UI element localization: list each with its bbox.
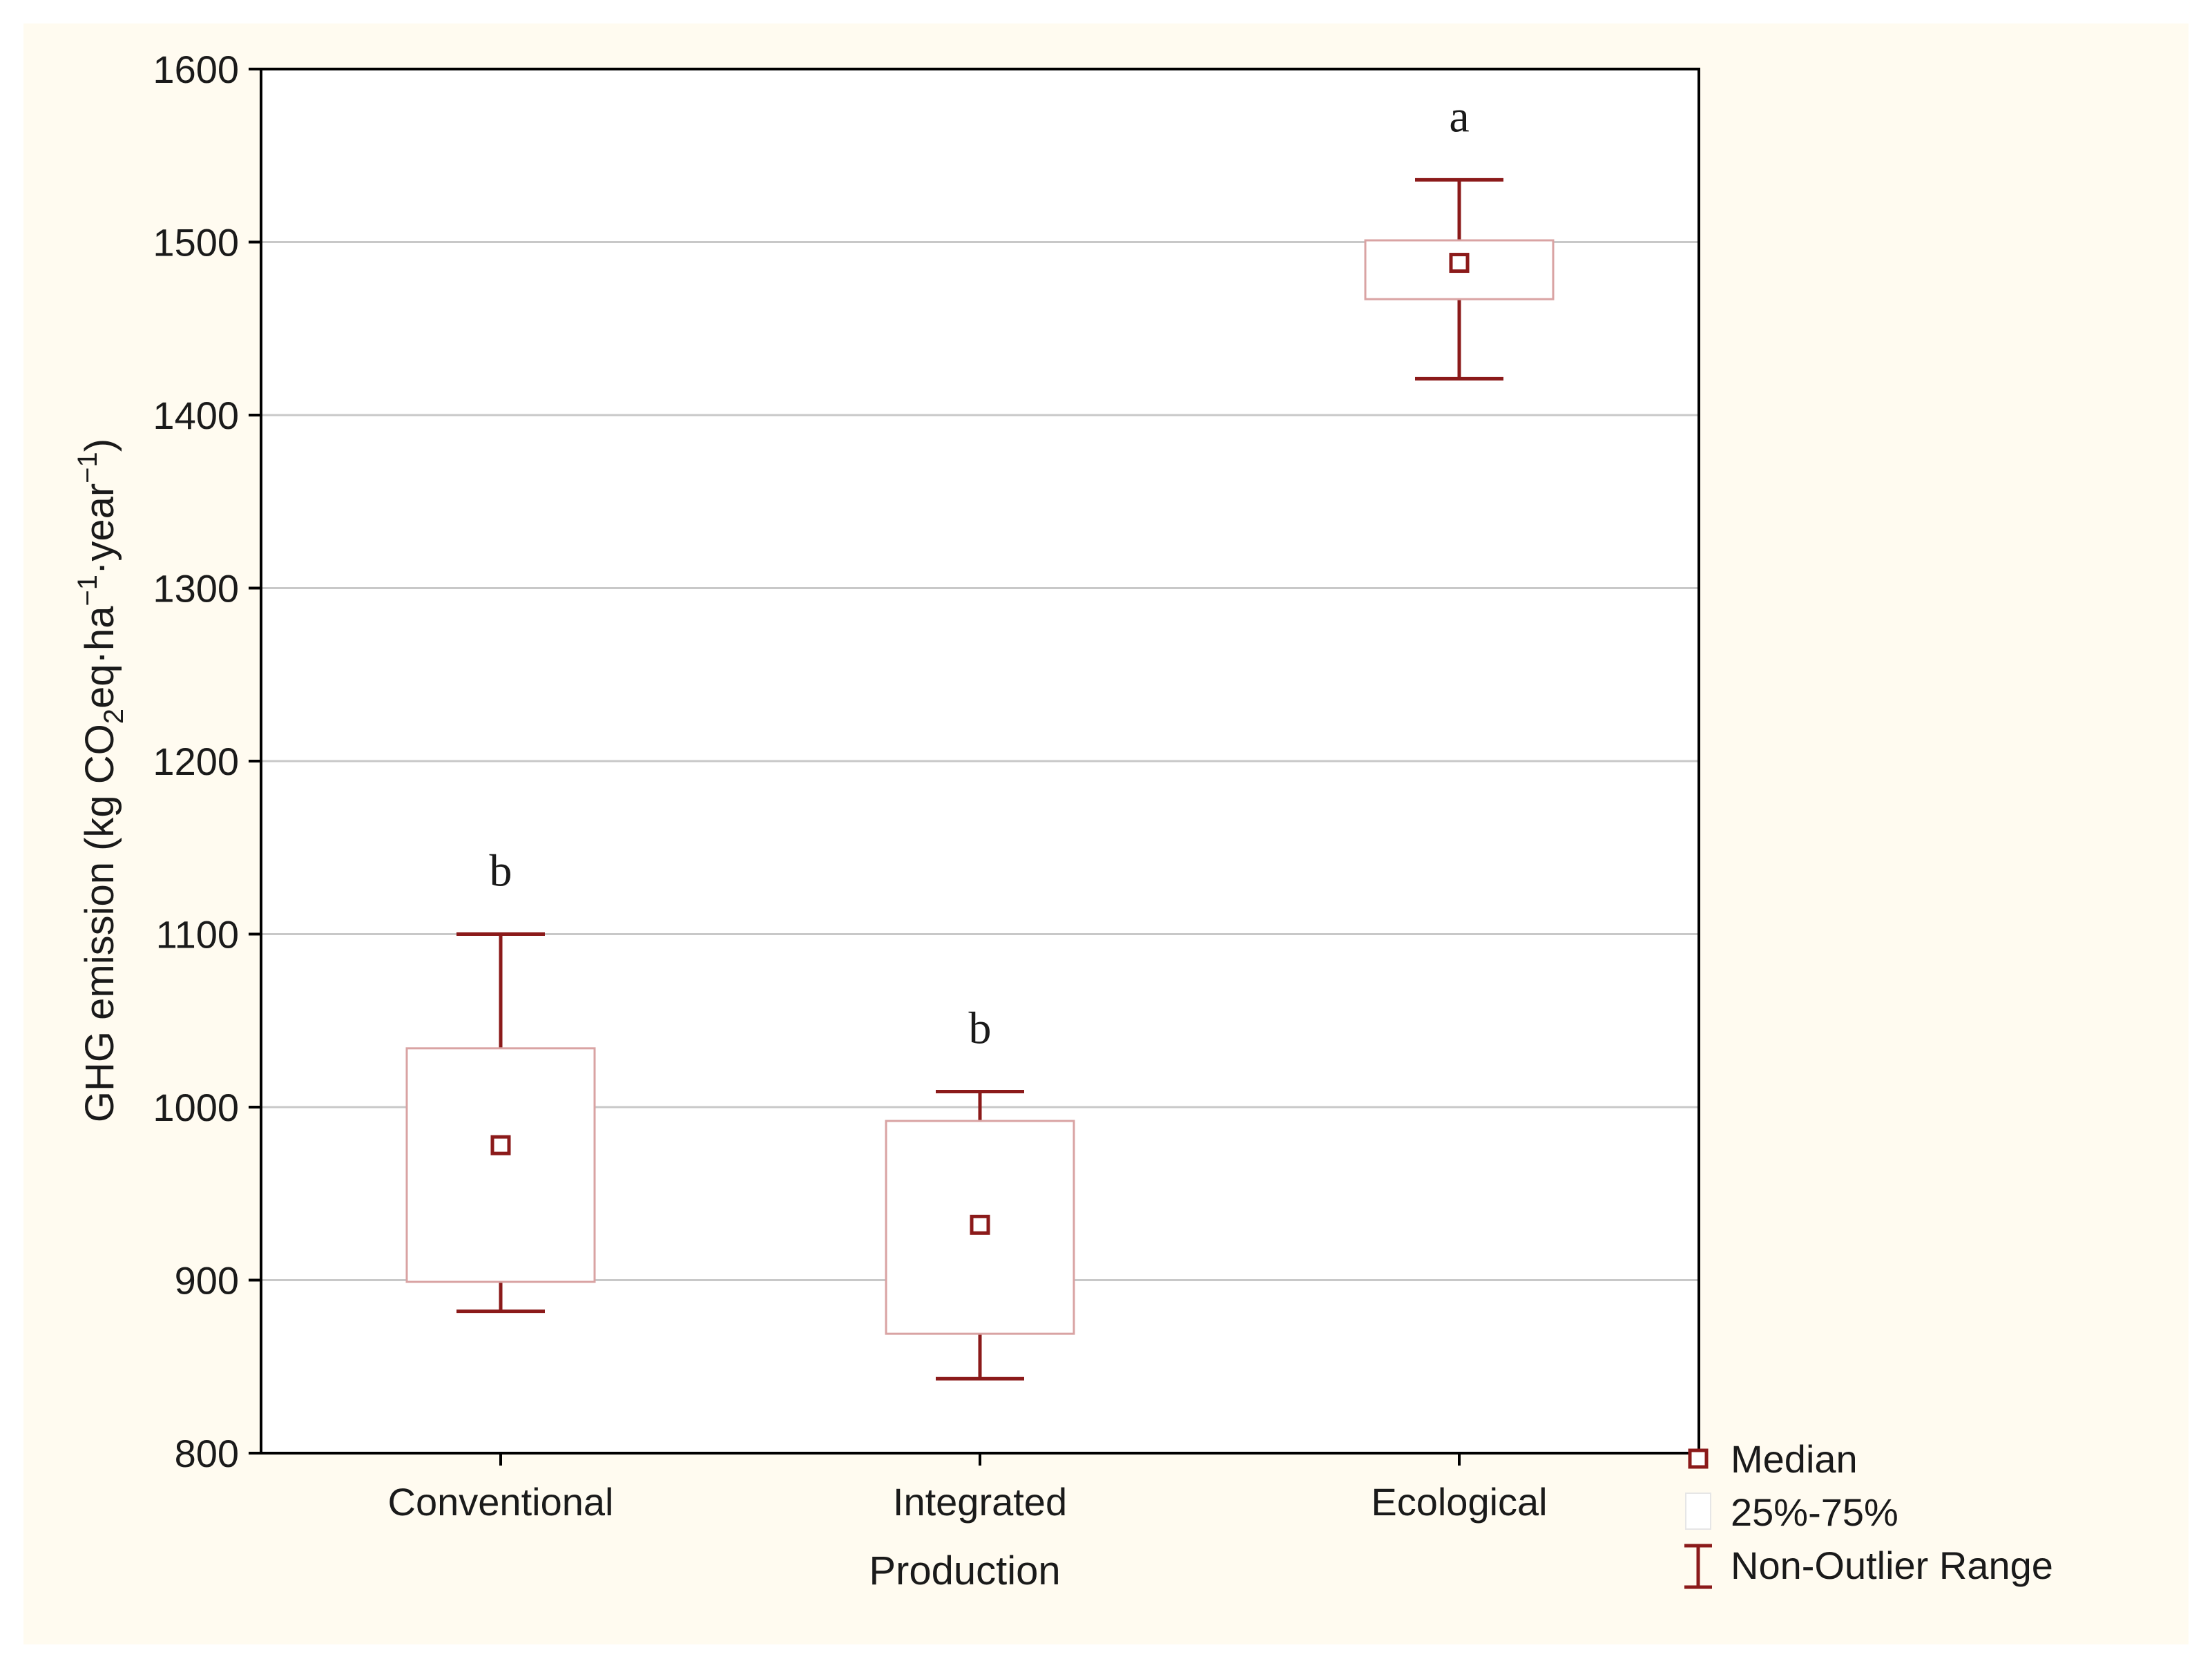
- median-marker-integrated: [970, 1214, 990, 1235]
- y-tick-label-1600: 1600: [153, 48, 239, 91]
- chart-figure: b b a 800 900 1000 1100 1200 1300 1400 1500 1600 C…: [23, 23, 2189, 1644]
- legend-box-swatch: [1685, 1493, 1711, 1530]
- x-tick-label-ecological: Ecological: [1371, 1480, 1547, 1524]
- y-title-sub: 2: [99, 709, 129, 724]
- legend-median-label: Median: [1731, 1437, 1858, 1481]
- y-tick-label-1200: 1200: [153, 740, 239, 783]
- y-tick-label-1300: 1300: [153, 567, 239, 611]
- y-title-mid1: eq·ha: [77, 606, 122, 709]
- y-tick-label-800: 800: [175, 1432, 239, 1475]
- y-tick-label-1100: 1100: [156, 913, 239, 957]
- x-tick-label-conventional: Conventional: [388, 1480, 614, 1524]
- box-plot: b b a 800 900 1000 1100 1200 1300 1400 1500 1600 C…: [73, 48, 2053, 1593]
- median-marker-ecological: [1449, 253, 1470, 273]
- legend-range-label: Non-Outlier Range: [1731, 1544, 2053, 1587]
- significance-letter-integrated: b: [969, 1003, 992, 1053]
- y-tick-label-1000: 1000: [153, 1086, 239, 1129]
- y-tick-label-1400: 1400: [153, 394, 239, 437]
- legend-median-swatch: [1688, 1448, 1709, 1469]
- y-title-mid2: ·year: [77, 483, 122, 575]
- median-marker-conventional: [490, 1135, 511, 1155]
- y-axis-title: GHG emission (kg CO2eq·ha−1·year−1): [73, 439, 129, 1122]
- y-title-sup1: −1: [73, 575, 103, 606]
- box-integrated: b: [885, 1003, 1075, 1381]
- x-axis-ticks: Conventional Integrated Ecological: [388, 1453, 1548, 1524]
- significance-letter-conventional: b: [490, 846, 512, 896]
- legend: Median 25%-75% Non-Outlier Range: [1684, 1437, 2053, 1589]
- y-tick-label-900: 900: [175, 1259, 239, 1303]
- box-conventional: b: [405, 846, 596, 1314]
- x-tick-label-integrated: Integrated: [893, 1480, 1067, 1524]
- y-title-sup2: −1: [73, 452, 103, 483]
- x-axis-title: Production: [869, 1548, 1060, 1593]
- y-axis-ticks: 800 900 1000 1100 1200 1300 1400 1500 1600: [153, 48, 261, 1475]
- boxes-layer: b b a: [405, 91, 1555, 1381]
- legend-box-label: 25%-75%: [1731, 1490, 1898, 1534]
- y-title-prefix: GHG emission (kg CO: [77, 724, 122, 1122]
- significance-letter-ecological: a: [1449, 91, 1469, 142]
- box-ecological: a: [1364, 91, 1555, 381]
- y-tick-label-1500: 1500: [153, 221, 239, 265]
- legend-whisker-swatch: [1684, 1544, 1712, 1589]
- y-title-suffix: ): [77, 439, 122, 452]
- iqr-box-conventional: [405, 1047, 596, 1283]
